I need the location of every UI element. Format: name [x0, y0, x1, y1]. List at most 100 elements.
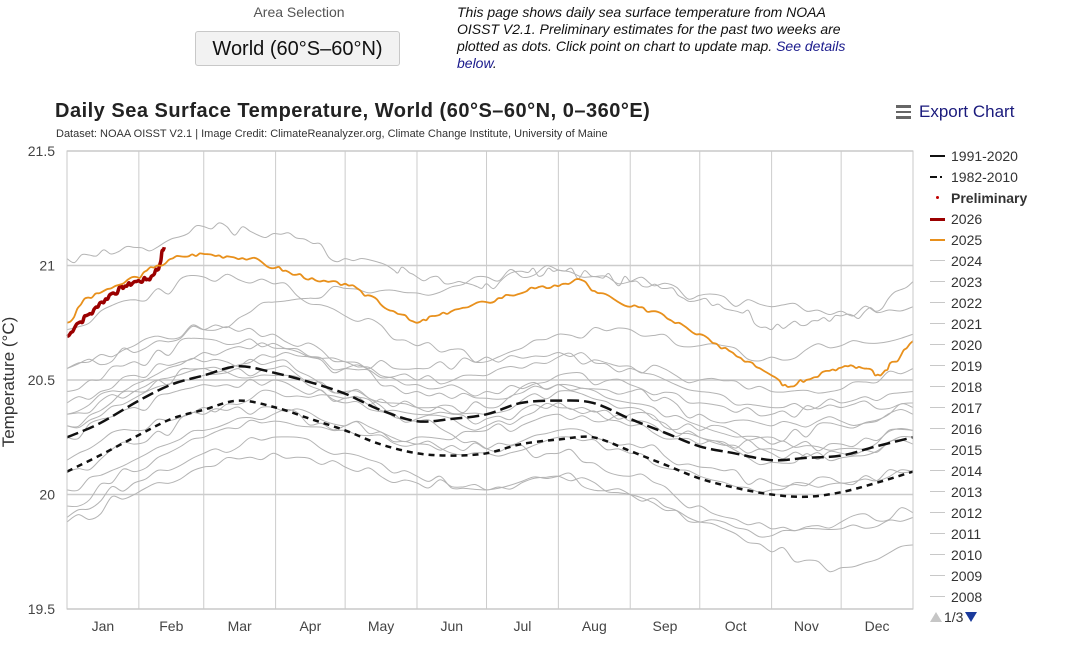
legend-item-2022[interactable]: 2022 — [928, 292, 1027, 313]
legend-item-1991-2020[interactable]: 1991-2020 — [928, 145, 1027, 166]
legend-symbol-icon — [928, 550, 948, 560]
legend-label: Preliminary — [951, 189, 1028, 206]
legend-symbol-icon — [928, 529, 948, 539]
legend-item-2025[interactable]: 2025 — [928, 229, 1027, 250]
series-line-2009[interactable] — [66, 409, 914, 492]
series-line-1991-2020[interactable] — [66, 365, 914, 462]
legend-symbol-icon — [928, 571, 948, 581]
legend-label: 2017 — [951, 399, 983, 416]
legend-label: 2009 — [951, 567, 983, 584]
legend: 1991-2020 1982-2010 Preliminary 2026 2025 202… — [928, 145, 1027, 607]
legend-label: 2024 — [951, 252, 983, 269]
grid — [66, 150, 914, 610]
x-tick-label: Oct — [725, 618, 747, 634]
legend-label: 2014 — [951, 462, 983, 479]
legend-label: 2025 — [951, 231, 983, 248]
legend-label: 2013 — [951, 483, 983, 500]
series-line-2024[interactable] — [66, 222, 914, 331]
legend-symbol-icon — [928, 487, 948, 497]
y-tick-label: 21 — [39, 258, 55, 274]
series-line-2015[interactable] — [66, 326, 914, 428]
x-tick-label: Jan — [92, 618, 115, 634]
legend-pagination: 1/3 — [930, 609, 978, 625]
x-tick-label: Mar — [228, 618, 252, 634]
x-tick-label: Apr — [299, 618, 321, 634]
series-line-2019[interactable] — [66, 337, 914, 394]
highlight-lines — [66, 246, 914, 388]
series-line-2014[interactable] — [66, 383, 914, 461]
legend-symbol-icon — [928, 361, 948, 371]
legend-label: 2022 — [951, 294, 983, 311]
export-chart-label: Export Chart — [919, 102, 1015, 121]
y-tick-label: 20.5 — [28, 372, 55, 388]
see-details-link[interactable]: See details below — [457, 38, 846, 71]
hamburger-menu-icon — [896, 105, 911, 119]
legend-item-2023[interactable]: 2023 — [928, 271, 1027, 292]
legend-item-2017[interactable]: 2017 — [928, 397, 1027, 418]
legend-item-2012[interactable]: 2012 — [928, 502, 1027, 523]
legend-symbol-icon — [928, 298, 948, 308]
legend-item-2014[interactable]: 2014 — [928, 460, 1027, 481]
export-chart-button[interactable]: Export Chart — [896, 102, 1014, 122]
legend-item-2016[interactable]: 2016 — [928, 418, 1027, 439]
legend-item-2010[interactable]: 2010 — [928, 544, 1027, 565]
legend-page-indicator: 1/3 — [944, 609, 964, 625]
series-line-2025[interactable] — [66, 252, 914, 388]
legend-item-2020[interactable]: 2020 — [928, 334, 1027, 355]
legend-symbol-icon — [928, 235, 948, 245]
legend-label: 2019 — [951, 357, 983, 374]
legend-item-2009[interactable]: 2009 — [928, 565, 1027, 586]
triangle-up-icon[interactable] — [930, 612, 942, 622]
series-line-1982-2010[interactable] — [66, 399, 914, 499]
legend-item-2011[interactable]: 2011 — [928, 523, 1027, 544]
series-line-2010[interactable] — [66, 357, 914, 532]
plot-frame — [66, 150, 914, 610]
series-line-2017[interactable] — [66, 342, 914, 451]
legend-symbol-icon — [928, 193, 948, 203]
legend-label: 2026 — [951, 210, 983, 227]
legend-symbol-icon — [928, 403, 948, 413]
legend-item-1982-2010[interactable]: 1982-2010 — [928, 166, 1027, 187]
legend-symbol-icon — [928, 508, 948, 518]
y-tick-label: 20 — [39, 487, 55, 503]
legend-label: 2018 — [951, 378, 983, 395]
legend-label: 2016 — [951, 420, 983, 437]
legend-symbol-icon — [928, 382, 948, 392]
legend-symbol-icon — [928, 277, 948, 287]
legend-item-2021[interactable]: 2021 — [928, 313, 1027, 334]
legend-item-2018[interactable]: 2018 — [928, 376, 1027, 397]
legend-item-2013[interactable]: 2013 — [928, 481, 1027, 502]
x-tick-label: Nov — [794, 618, 819, 634]
y-tick-label: 21.5 — [28, 143, 55, 159]
legend-label: 1982-2010 — [951, 168, 1018, 185]
legend-label: 2015 — [951, 441, 983, 458]
legend-item-2026[interactable]: 2026 — [928, 208, 1027, 229]
series-line-2016[interactable] — [66, 273, 914, 411]
area-selection-dropdown[interactable]: World (60°S–60°N) — [195, 31, 400, 66]
legend-item-Preliminary[interactable]: Preliminary — [928, 187, 1027, 208]
legend-label: 1991-2020 — [951, 147, 1018, 164]
series-line-2011[interactable] — [66, 436, 914, 538]
series-line-2013[interactable] — [66, 406, 914, 493]
series-line-2026[interactable] — [66, 246, 167, 339]
y-tick-label: 19.5 — [28, 601, 55, 617]
x-tick-label: Jun — [440, 618, 463, 634]
legend-item-2024[interactable]: 2024 — [928, 250, 1027, 271]
x-tick-label: Dec — [865, 618, 890, 634]
legend-item-2008[interactable]: 2008 — [928, 586, 1027, 607]
series-line-2020[interactable] — [66, 324, 914, 418]
area-selection-label: Area Selection — [253, 4, 345, 20]
legend-item-2015[interactable]: 2015 — [928, 439, 1027, 460]
series-line-2023[interactable] — [66, 265, 914, 369]
legend-symbol-icon — [928, 424, 948, 434]
legend-symbol-icon — [928, 319, 948, 329]
legend-symbol-icon — [928, 172, 948, 182]
series-line-2008[interactable] — [66, 452, 914, 573]
x-tick-label: Aug — [582, 618, 607, 634]
legend-symbol-icon — [928, 256, 948, 266]
triangle-down-icon[interactable] — [965, 612, 978, 622]
series-line-2018[interactable] — [66, 378, 914, 442]
legend-item-2019[interactable]: 2019 — [928, 355, 1027, 376]
legend-label: 2011 — [951, 525, 982, 542]
